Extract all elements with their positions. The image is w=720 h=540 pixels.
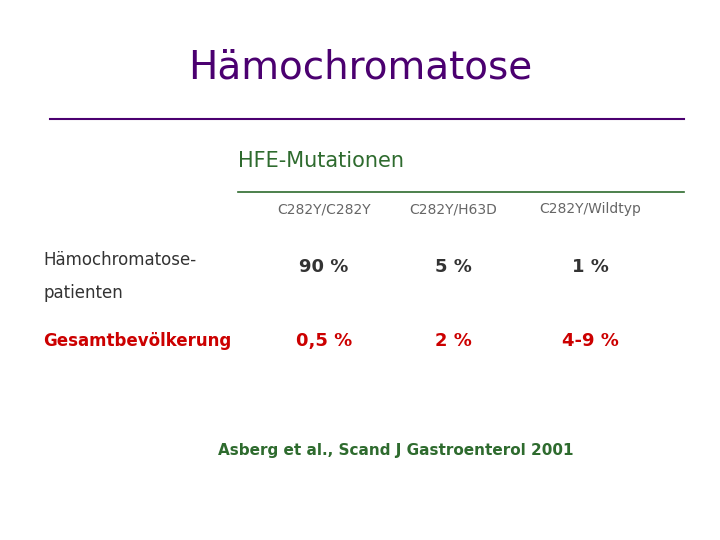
Text: Hämochromatose: Hämochromatose (188, 49, 532, 86)
Text: patienten: patienten (43, 284, 123, 301)
Text: C282Y/Wildtyp: C282Y/Wildtyp (539, 202, 642, 217)
Text: C282Y/H63D: C282Y/H63D (410, 202, 498, 217)
Text: 1 %: 1 % (572, 258, 609, 276)
Text: 2 %: 2 % (435, 332, 472, 350)
Text: 0,5 %: 0,5 % (296, 332, 352, 350)
Text: HFE-Mutationen: HFE-Mutationen (238, 151, 404, 171)
Text: 90 %: 90 % (300, 258, 348, 276)
Text: Asberg et al., Scand J Gastroenterol 2001: Asberg et al., Scand J Gastroenterol 200… (218, 443, 574, 458)
Text: 4-9 %: 4-9 % (562, 332, 618, 350)
Text: Hämochromatose-: Hämochromatose- (43, 251, 197, 269)
Text: C282Y/C282Y: C282Y/C282Y (277, 202, 371, 217)
Text: Gesamtbevölkerung: Gesamtbevölkerung (43, 332, 231, 350)
Text: 5 %: 5 % (435, 258, 472, 276)
